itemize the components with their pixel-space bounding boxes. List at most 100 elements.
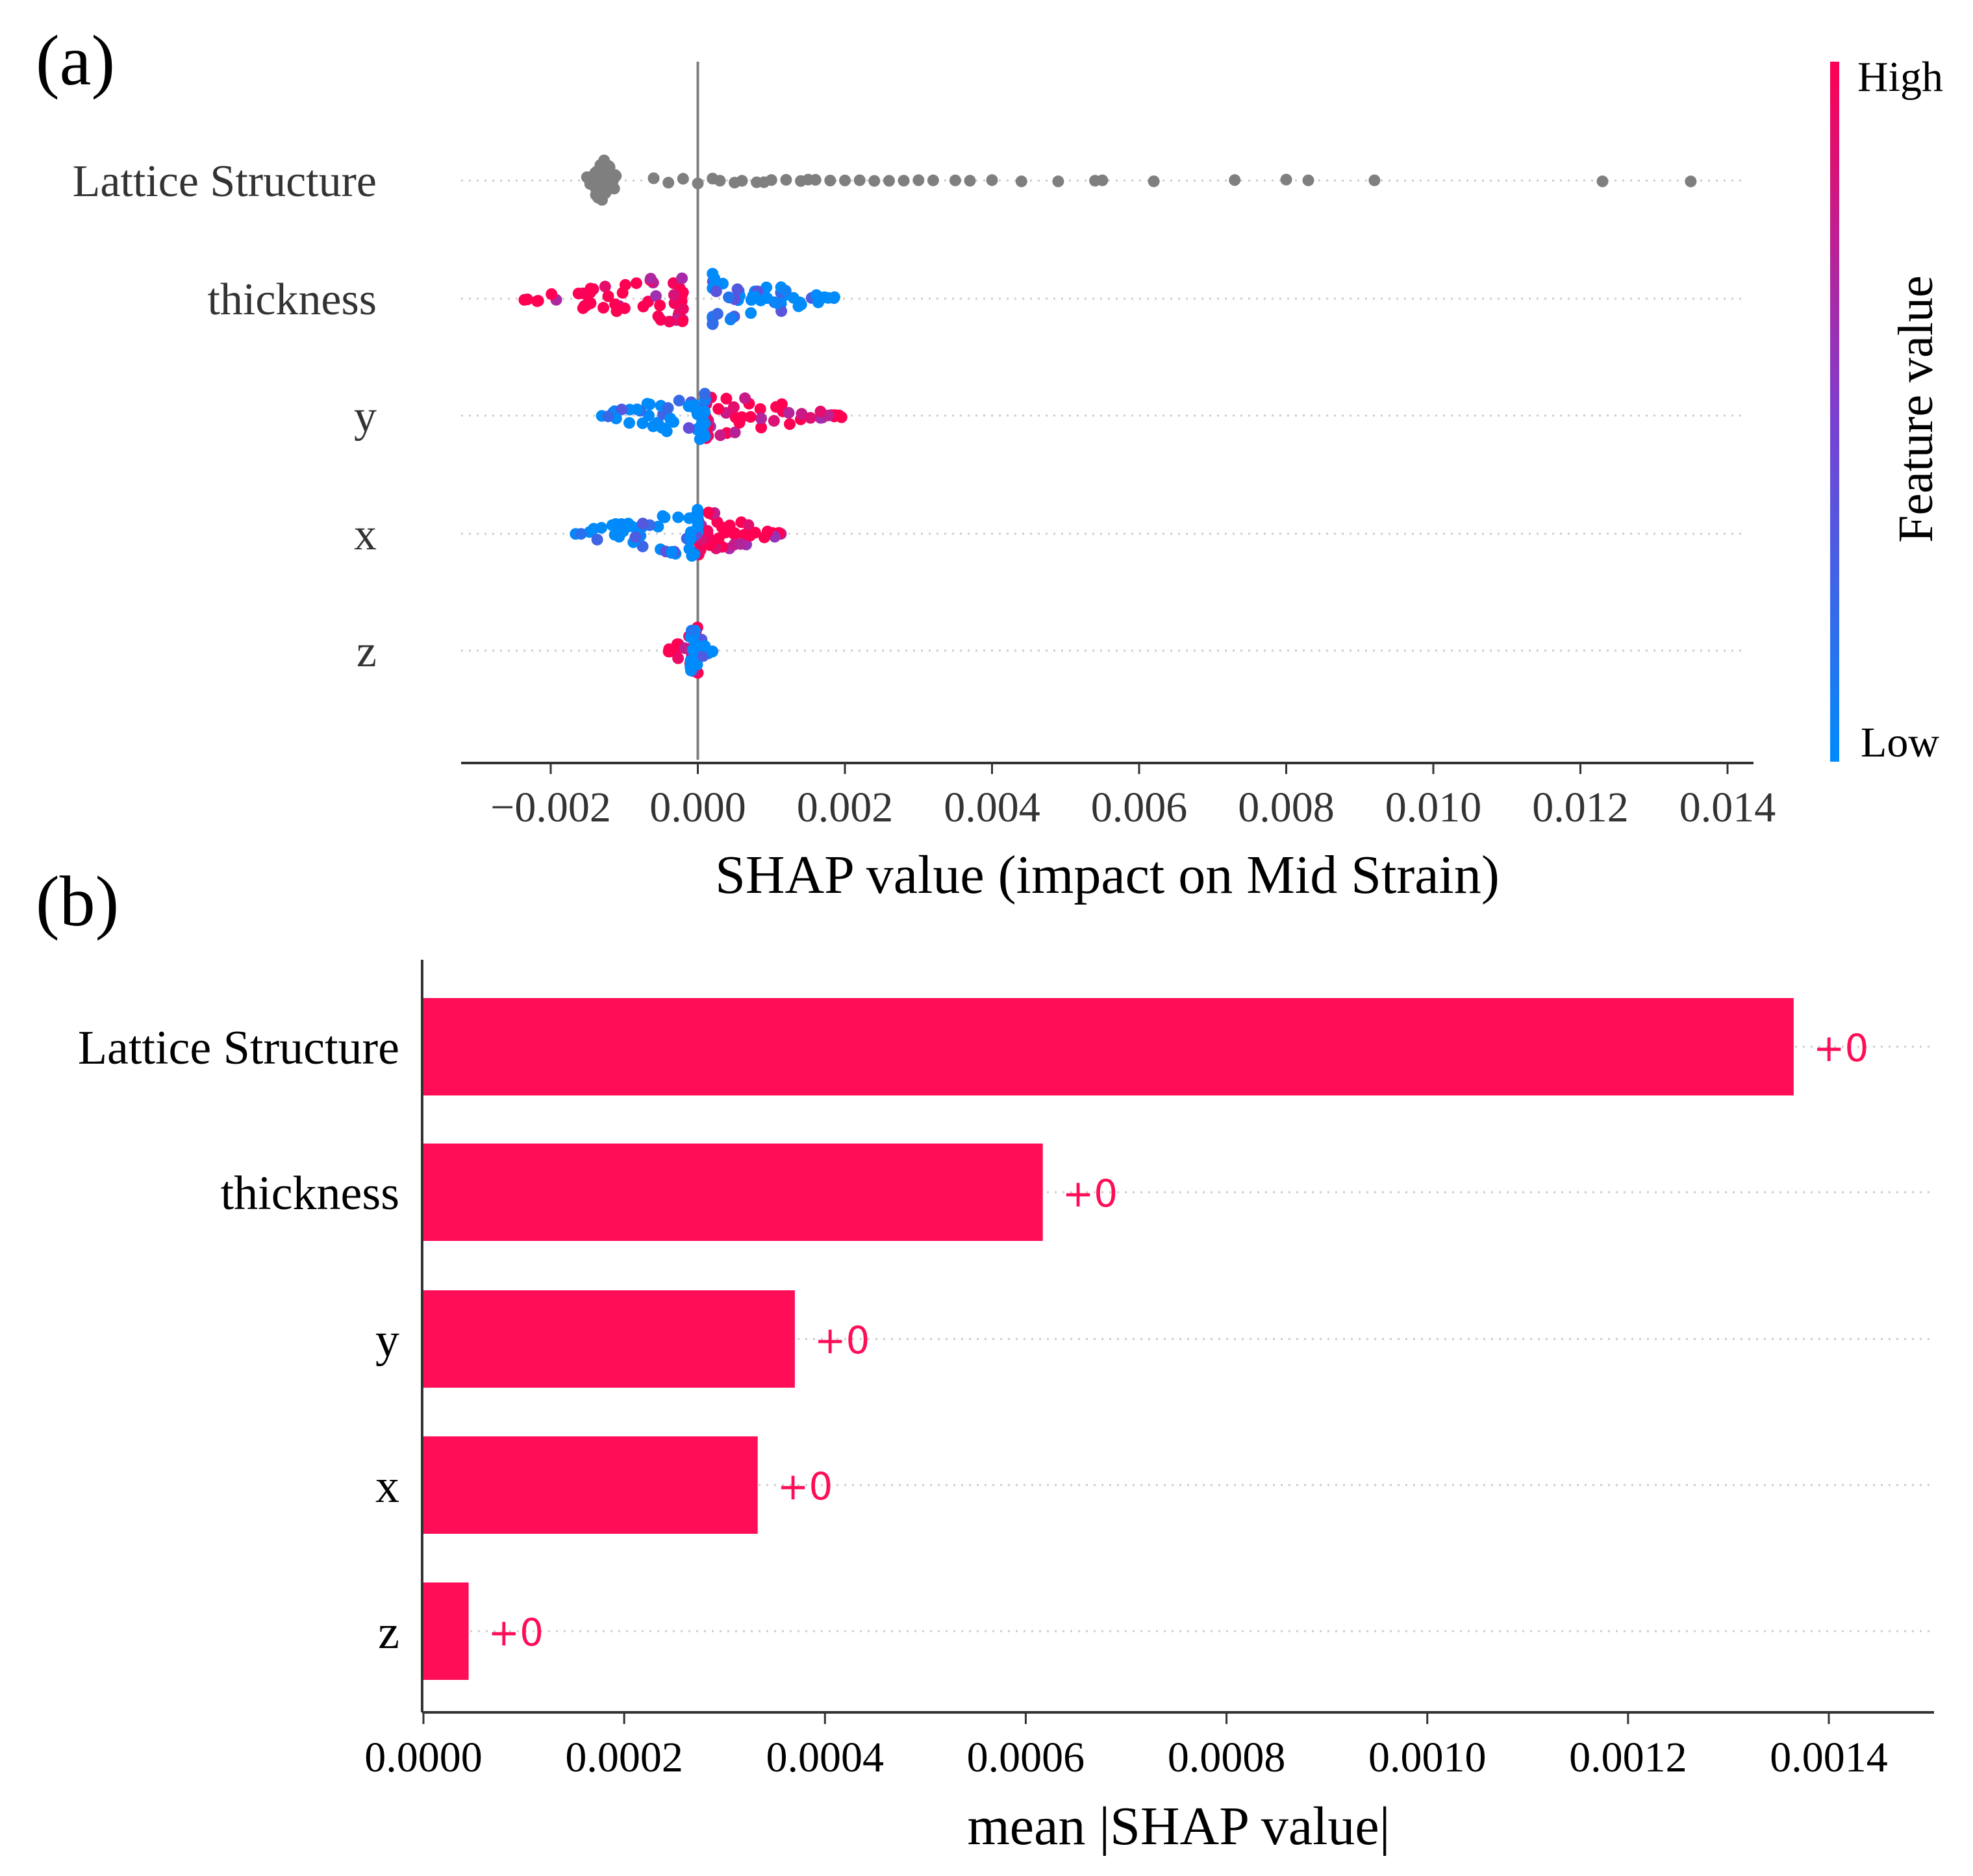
panel-a-feature-label: y <box>354 392 377 442</box>
panel-a-feature-label: thickness <box>207 275 377 325</box>
shap-point <box>1302 174 1314 186</box>
shap-point <box>677 173 689 185</box>
shap-point <box>522 294 533 305</box>
shap-point <box>636 518 649 530</box>
panel-a-feature-label: z <box>357 627 377 677</box>
shap-point <box>727 401 740 413</box>
shap-point <box>686 644 699 656</box>
shap-point <box>772 297 784 310</box>
panel-a-tick-label: 0.000 <box>649 784 746 831</box>
shap-point <box>710 285 722 297</box>
shap-point <box>636 540 649 553</box>
shap-point <box>636 417 649 429</box>
shap-point <box>1148 175 1160 188</box>
shap-point <box>706 645 718 658</box>
shap-point <box>964 175 976 187</box>
shap-point <box>729 411 742 423</box>
shap-point <box>676 272 688 284</box>
shap-point <box>630 277 642 290</box>
shap-point <box>779 284 792 297</box>
shap-point <box>1280 173 1292 186</box>
shap-point <box>738 529 750 541</box>
shap-point <box>1015 175 1027 188</box>
shap-point <box>650 290 662 302</box>
colorbar <box>1830 62 1839 762</box>
panel-b-category-label: x <box>375 1460 399 1513</box>
shap-point <box>853 174 866 186</box>
shap-point <box>714 175 726 187</box>
panel-b-category-label: y <box>375 1314 399 1367</box>
shap-point <box>822 292 835 304</box>
shap-point <box>749 527 761 539</box>
shap-point <box>760 281 773 294</box>
panel-b-tick-label: 0.0010 <box>1368 1734 1487 1781</box>
panel-b-tick-label: 0.0012 <box>1569 1734 1687 1781</box>
shap-point <box>814 405 827 418</box>
panel-b-category-label: thickness <box>221 1167 399 1220</box>
panel-a-feature-labels: Lattice Structure thickness y x z <box>73 156 377 677</box>
shap-point <box>676 315 688 327</box>
shap-point <box>725 312 738 324</box>
colorbar-low-label: Low <box>1861 719 1939 766</box>
shap-point <box>588 523 600 535</box>
panel-b-data-label: +0 <box>488 1610 544 1655</box>
shap-point <box>666 545 678 558</box>
shap-point <box>591 534 603 545</box>
shap-point <box>1229 174 1241 186</box>
shap-point <box>784 418 796 431</box>
shap-point <box>728 528 740 540</box>
shap-point <box>780 173 792 186</box>
panel-a-tick-label: 0.002 <box>797 784 894 831</box>
panel-b-tick-label: 0.0004 <box>766 1734 885 1781</box>
shap-point <box>783 406 795 419</box>
shap-point <box>754 403 766 415</box>
shap-point <box>591 165 603 177</box>
colorbar-title: Feature value <box>1889 275 1943 542</box>
shap-point <box>685 533 697 545</box>
panel-b-category-labels: Lattice Structure thickness y x z <box>78 1021 399 1659</box>
shap-point <box>699 418 711 429</box>
shap-point <box>768 415 780 427</box>
panel-b-data-label: +0 <box>814 1318 870 1362</box>
shap-point <box>898 175 910 187</box>
shap-point <box>672 652 685 664</box>
bar <box>423 1582 469 1680</box>
shap-point <box>794 296 806 308</box>
shap-point <box>765 174 777 186</box>
shap-point <box>673 394 685 406</box>
shap-point <box>720 392 733 405</box>
shap-point <box>699 388 711 400</box>
bar <box>423 1436 758 1534</box>
panel-b-data-label: +0 <box>1813 1026 1869 1070</box>
panel-b-data-label: +0 <box>777 1464 833 1508</box>
shap-point <box>686 656 698 668</box>
panel-b-label: (b) <box>36 862 119 941</box>
shap-point <box>1096 174 1109 186</box>
shap-point <box>739 392 751 405</box>
shap-point <box>592 192 604 204</box>
shap-point <box>668 297 681 309</box>
shap-point <box>631 403 643 416</box>
shap-point <box>736 175 748 187</box>
shap-point <box>616 403 628 416</box>
shap-point <box>755 421 768 434</box>
shap-point <box>662 177 675 189</box>
shap-point <box>1596 175 1609 188</box>
shap-point <box>625 520 638 532</box>
shap-point <box>613 531 625 543</box>
panel-a-tick-label: −0.002 <box>490 784 611 831</box>
shap-point <box>839 174 851 186</box>
shap-point <box>616 286 629 299</box>
shap-point <box>731 283 744 295</box>
panel-b-data-labels: +0 +0 +0 +0 +0 <box>488 1026 1869 1655</box>
panel-a-tick-label: 0.012 <box>1532 784 1629 831</box>
shap-point <box>672 511 685 523</box>
shap-point <box>602 410 614 423</box>
panel-a-points <box>518 155 1697 679</box>
shap-point <box>1685 175 1697 188</box>
shap-point <box>597 301 610 314</box>
shap-point <box>824 175 836 186</box>
panel-b-tick-label: 0.0006 <box>967 1734 1085 1781</box>
shap-point <box>744 411 757 423</box>
